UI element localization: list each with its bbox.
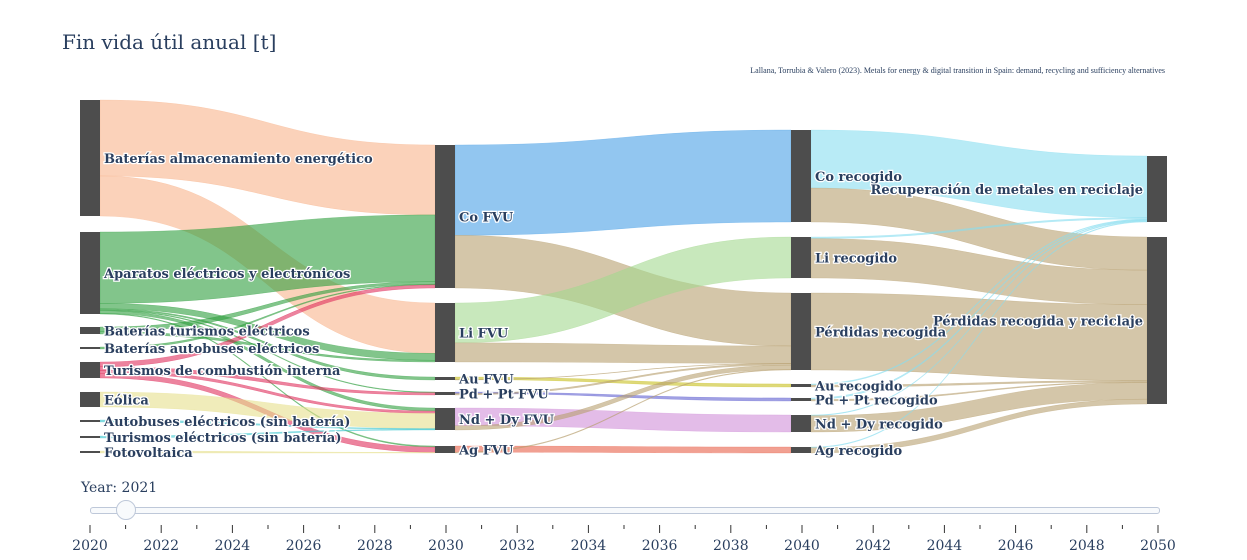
- sankey-node-21[interactable]: [791, 447, 811, 453]
- sankey-node-10[interactable]: [435, 303, 455, 362]
- sankey-node-label-0: Baterías almacenamiento energético: [104, 152, 373, 167]
- sankey-diagram[interactable]: Baterías almacenamiento energético Aparat…: [0, 0, 1247, 470]
- slider-tick-label-2042: 2042: [855, 538, 892, 554]
- slider-year: 2021: [121, 480, 158, 496]
- sankey-node-13[interactable]: [435, 408, 455, 430]
- sankey-node-label-6: Autobuses eléctricos (sin batería): [103, 415, 350, 430]
- slider-tick-label-2022: 2022: [143, 538, 180, 554]
- sankey-node-label-8: Fotovoltaica: [104, 446, 193, 461]
- year-slider-handle[interactable]: [115, 500, 136, 520]
- slider-current-value: Year: 2021: [81, 480, 158, 496]
- sankey-node-23[interactable]: [1147, 237, 1167, 404]
- sankey-node-4[interactable]: [80, 362, 100, 378]
- sankey-node-6[interactable]: [80, 420, 100, 422]
- sankey-node-3[interactable]: [80, 347, 100, 349]
- sankey-node-label-3: Baterías autobuses eléctricos: [104, 342, 319, 357]
- sankey-node-16[interactable]: [791, 237, 811, 278]
- sankey-node-19[interactable]: [791, 398, 811, 401]
- sankey-node-14[interactable]: [435, 446, 455, 453]
- sankey-node-label-5: Eólica: [104, 394, 149, 409]
- slider-tick-label-2040: 2040: [784, 538, 820, 554]
- slider-tick-label-2030: 2030: [428, 538, 464, 554]
- sankey-node-label-16: Li recogido: [815, 252, 897, 267]
- sankey-node-label-10: Li FVU: [459, 327, 509, 342]
- sankey-node-label-14: Ag FVU: [458, 444, 514, 459]
- sankey-node-label-21: Ag recogido: [814, 444, 903, 459]
- sankey-node-label-7: Turismos eléctricos (sin batería): [104, 431, 341, 446]
- sankey-node-label-12: Pd + Pt FVU: [459, 388, 549, 403]
- slider-tick-label-2046: 2046: [997, 538, 1034, 554]
- slider-tick-label-2032: 2032: [499, 538, 536, 554]
- sankey-node-9[interactable]: [435, 145, 455, 288]
- sankey-node-label-22: Recuperación de metales en reciclaje: [871, 183, 1143, 198]
- sankey-node-label-1: Aparatos eléctricos y electrónicos: [103, 267, 350, 282]
- slider-tick-label-2024: 2024: [214, 538, 251, 554]
- slider-tick-label-2038: 2038: [712, 538, 749, 554]
- sankey-node-label-4: Turismos de combustión interna: [104, 364, 341, 379]
- chart-title: Fin vida útil anual [t]: [62, 30, 277, 54]
- sankey-node-8[interactable]: [80, 451, 100, 453]
- sankey-node-22[interactable]: [1147, 156, 1167, 222]
- sankey-links: [99, 99, 1148, 454]
- slider-tick-label-2028: 2028: [356, 538, 393, 554]
- slider-tick-label-2036: 2036: [641, 538, 678, 554]
- slider-tick-label-2044: 2044: [926, 538, 963, 554]
- sankey-node-15[interactable]: [791, 130, 811, 222]
- slider-tick-label-2026: 2026: [285, 538, 322, 554]
- sankey-node-1[interactable]: [80, 232, 100, 314]
- slider-ticks: [89, 525, 1159, 533]
- sankey-labels: Baterías almacenamiento energético Aparat…: [102, 151, 1145, 463]
- sankey-node-label-19: Pd + Pt recogido: [815, 394, 938, 409]
- sankey-node-label-20: Nd + Dy recogido: [815, 418, 943, 433]
- sankey-node-20[interactable]: [791, 415, 811, 432]
- sankey-node-label-13: Nd + Dy FVU: [459, 413, 555, 428]
- sankey-nodes: [80, 100, 1167, 453]
- sankey-node-label-9: Co FVU: [459, 211, 514, 226]
- year-slider-track[interactable]: [90, 507, 1160, 514]
- sankey-node-label-15: Co recogido: [815, 170, 902, 185]
- sankey-node-2[interactable]: [80, 327, 100, 334]
- sankey-node-12[interactable]: [435, 392, 455, 395]
- sankey-node-label-23: Pérdidas recogida y reciclaje: [933, 315, 1143, 330]
- sankey-node-5[interactable]: [80, 392, 100, 407]
- sankey-node-label-18: Au recogido: [814, 380, 903, 395]
- sankey-node-7[interactable]: [80, 436, 100, 438]
- sankey-node-11[interactable]: [435, 377, 455, 380]
- source-citation: Lallana, Torrubia & Valero (2023). Metal…: [750, 66, 1165, 75]
- sankey-node-0[interactable]: [80, 100, 100, 216]
- sankey-node-label-11: Au FVU: [458, 373, 514, 388]
- sankey-link-22[interactable]: [454, 342, 792, 364]
- slider-tick-label-2050: 2050: [1140, 538, 1176, 554]
- slider-tick-label-2048: 2048: [1068, 538, 1105, 554]
- sankey-node-label-17: Pérdidas recogida: [815, 326, 947, 341]
- slider-tick-label-2034: 2034: [570, 538, 607, 554]
- slider-tick-label-2020: 2020: [72, 538, 108, 554]
- sankey-node-17[interactable]: [791, 293, 811, 370]
- sankey-node-label-2: Baterías turismos eléctricos: [104, 325, 310, 340]
- sankey-node-18[interactable]: [791, 384, 811, 387]
